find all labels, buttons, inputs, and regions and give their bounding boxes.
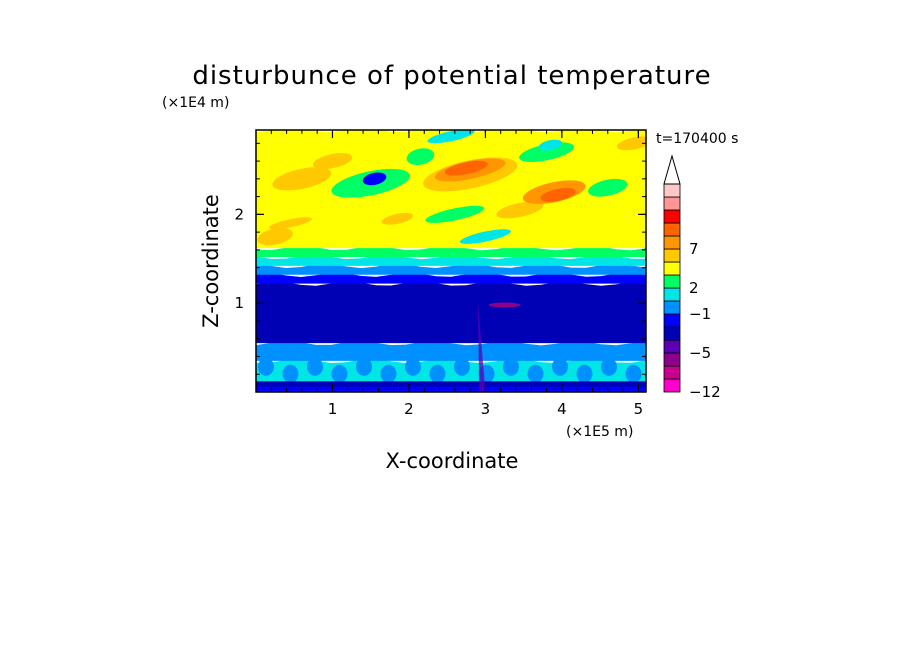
turbulent-cell	[331, 364, 348, 383]
y-axis-label: Z-coordinate	[199, 194, 223, 328]
turbulent-cell	[454, 357, 470, 376]
turbulent-cell	[405, 357, 421, 376]
x-axis-label: X-coordinate	[386, 449, 519, 473]
contour-patch	[362, 172, 387, 186]
colorbar-extend-arrow	[663, 154, 681, 185]
contour-patch	[588, 178, 628, 197]
contour-patch	[444, 160, 488, 176]
colorbar-swatch	[663, 274, 681, 289]
field-layer	[256, 358, 646, 382]
contour-patch	[381, 212, 414, 225]
surface-band	[256, 381, 646, 387]
colorbar-label: 7	[689, 240, 699, 258]
colorbar-swatch	[663, 248, 681, 263]
contour-patch	[257, 227, 293, 246]
turbulent-cell	[429, 364, 446, 383]
colorbar-swatch	[663, 222, 681, 237]
colorbar-swatch	[663, 300, 681, 315]
field-layer	[256, 254, 646, 266]
axis-ticks: 1 2 3 4 5 1 2	[234, 130, 646, 418]
contour-patch	[425, 205, 485, 223]
turbulent-cell	[576, 364, 593, 383]
contour-patch	[406, 148, 435, 165]
contour-patch	[427, 130, 475, 144]
chart-title: disturbunce of potential temperature	[192, 61, 711, 91]
turbulent-cell	[282, 364, 299, 383]
x-tick-label: 3	[481, 400, 491, 418]
colorbar-swatch	[663, 287, 681, 302]
time-label: t=170400 s	[656, 131, 738, 147]
y-tick-label: 2	[234, 205, 244, 223]
turbulent-cell	[601, 357, 617, 376]
colorbar-swatch	[663, 326, 681, 341]
field-layer	[256, 272, 646, 284]
contour-patch	[272, 167, 332, 191]
contour-patch	[459, 229, 511, 244]
colorbar-label: −12	[689, 383, 721, 401]
plume	[477, 298, 486, 392]
turbulent-cell	[380, 364, 397, 383]
colorbar-swatch	[663, 313, 681, 328]
x-tick-label: 5	[634, 400, 644, 418]
colorbar-label: −5	[689, 344, 711, 362]
colorbar-swatch	[663, 196, 681, 211]
turbulent-cell	[258, 357, 274, 376]
turbulent-cell	[356, 357, 372, 376]
colorbar-label: −1	[689, 305, 711, 323]
colorbar-swatch	[663, 378, 681, 393]
colorbar-label: 2	[689, 279, 699, 297]
contour-patch	[496, 201, 544, 219]
cold-patch	[488, 302, 521, 308]
field-layer	[256, 341, 646, 361]
field-layer	[256, 245, 646, 258]
plot-frame	[255, 129, 647, 393]
turbulent-cell	[552, 357, 568, 376]
contour-patch	[540, 187, 576, 202]
contour-patch	[538, 139, 563, 151]
colorbar-swatch	[663, 261, 681, 276]
colorbar-swatch	[663, 209, 681, 224]
x-tick-label: 2	[404, 400, 414, 418]
contour-patch	[519, 142, 575, 162]
contour-patch	[312, 153, 353, 170]
contour-patch	[268, 217, 312, 230]
x-tick-label: 4	[557, 400, 567, 418]
turbulent-cell	[625, 364, 642, 383]
colorbar-swatch	[663, 365, 681, 380]
turbulent-cell	[307, 357, 323, 376]
colorbar-swatch	[663, 339, 681, 354]
x-tick-label: 1	[328, 400, 338, 418]
plot-area	[256, 130, 646, 392]
colorbar-swatch	[663, 183, 681, 198]
turbulent-cell	[503, 357, 519, 376]
field-layer	[256, 281, 646, 344]
x-scale-label: (×1E5 m)	[566, 424, 633, 440]
field-layer	[256, 263, 646, 275]
colorbar-swatch	[663, 235, 681, 250]
contour-patch	[616, 136, 646, 151]
colorbar: −12−5−127	[663, 154, 721, 401]
turbulent-cell	[527, 364, 544, 383]
y-scale-label: (×1E4 m)	[162, 95, 229, 111]
colorbar-swatch	[663, 352, 681, 367]
y-tick-label: 1	[234, 294, 244, 312]
